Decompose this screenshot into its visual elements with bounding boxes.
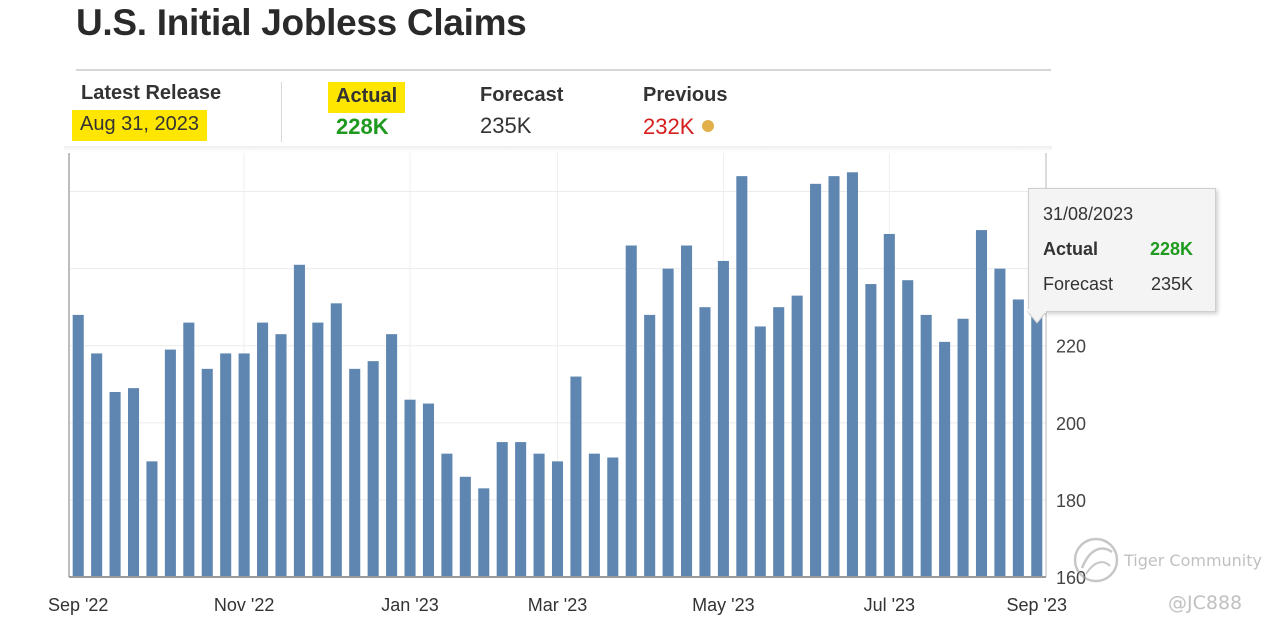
actual-value: 228K <box>336 114 389 139</box>
tooltip-forecast-value: 235K <box>1150 274 1193 294</box>
bar <box>404 399 416 577</box>
bar <box>533 453 545 577</box>
y-tick-label: 200 <box>1056 414 1086 434</box>
bar <box>773 307 785 577</box>
bar <box>183 322 195 577</box>
bar <box>146 461 158 577</box>
bar <box>312 322 324 577</box>
bar <box>865 284 877 577</box>
bar <box>570 376 582 577</box>
bar <box>422 403 434 577</box>
bar <box>441 453 453 577</box>
bar <box>367 361 379 577</box>
bar <box>127 388 140 577</box>
bar <box>791 295 803 577</box>
x-tick-label: Mar '23 <box>528 595 587 615</box>
bar <box>644 314 656 577</box>
bar <box>386 334 398 577</box>
y-tick-label: 220 <box>1056 337 1086 357</box>
bar <box>957 318 969 577</box>
bar <box>681 245 693 577</box>
bar <box>551 461 564 577</box>
bar <box>257 322 269 577</box>
tooltip-forecast-label: Forecast <box>1043 274 1114 294</box>
bar <box>330 303 342 577</box>
bar <box>478 488 490 577</box>
actual-label: Actual <box>328 82 406 113</box>
bar <box>699 307 711 577</box>
bar <box>625 245 637 577</box>
y-tick-label: 180 <box>1056 491 1086 511</box>
bar <box>220 353 232 577</box>
bar <box>91 353 103 577</box>
bar <box>810 183 822 577</box>
previous-value: 232K <box>643 114 715 140</box>
bar <box>939 341 951 577</box>
x-tick-label: Jul '23 <box>864 595 915 615</box>
bar <box>1012 299 1024 577</box>
bar <box>902 280 914 577</box>
x-tick-label: Nov '22 <box>214 595 274 615</box>
tooltip-actual-row: Actual 228K <box>1043 239 1193 260</box>
watermark-brand: Tiger Community <box>1124 551 1262 570</box>
bar <box>1031 314 1043 577</box>
x-tick-label: Sep '23 <box>1007 595 1068 615</box>
bar <box>72 314 84 577</box>
x-tick-label: Jan '23 <box>381 595 438 615</box>
bar <box>736 176 748 578</box>
tooltip-actual-value: 228K <box>1149 239 1193 259</box>
release-divider <box>281 82 282 142</box>
page-title: U.S. Initial Jobless Claims <box>76 2 527 43</box>
bar <box>459 476 471 577</box>
tooltip-forecast-row: Forecast 235K <box>1043 274 1193 295</box>
bar <box>607 457 619 577</box>
previous-label: Previous <box>643 84 728 106</box>
bar <box>109 391 121 577</box>
bar <box>275 334 287 577</box>
x-axis-tick-labels: Sep '22 Nov '22 Jan '23 Mar '23 May '23 Jul '… <box>48 595 1067 615</box>
latest-release-label: Latest Release <box>81 82 222 104</box>
header-divider <box>76 69 1051 71</box>
bar <box>164 349 176 577</box>
y-axis-tick-labels: 160 180 200 220 <box>1056 337 1086 588</box>
previous-value-text: 232K <box>643 114 695 139</box>
bar <box>238 353 250 577</box>
watermark-handle: @JC888 <box>1168 592 1243 614</box>
x-tick-label: Sep '22 <box>48 595 109 615</box>
x-tick-label: May '23 <box>692 595 754 615</box>
forecast-label: Forecast <box>480 84 564 106</box>
tooltip-actual-label: Actual <box>1043 239 1099 259</box>
bar <box>293 264 305 577</box>
bar-series <box>72 172 1043 578</box>
bar <box>883 233 895 578</box>
data-tooltip: 31/08/2023 Actual 228K Forecast 235K <box>1028 188 1216 312</box>
bar <box>201 368 213 577</box>
tooltip-date: 31/08/2023 <box>1043 204 1134 224</box>
bar <box>496 442 508 577</box>
bar <box>717 260 729 577</box>
bar <box>920 314 932 577</box>
latest-release-date: Aug 31, 2023 <box>72 110 207 141</box>
bar <box>994 268 1006 577</box>
bar <box>588 453 600 577</box>
y-tick-label: 160 <box>1056 568 1086 588</box>
bar <box>515 442 527 577</box>
bar <box>662 268 674 577</box>
revision-dot-icon[interactable] <box>702 120 715 133</box>
chart-top-shadow <box>64 146 1052 152</box>
bar <box>828 176 840 578</box>
bar <box>349 368 361 577</box>
bar <box>975 230 988 577</box>
bar <box>754 326 766 577</box>
bar <box>846 172 858 578</box>
forecast-value: 235K <box>480 113 532 138</box>
